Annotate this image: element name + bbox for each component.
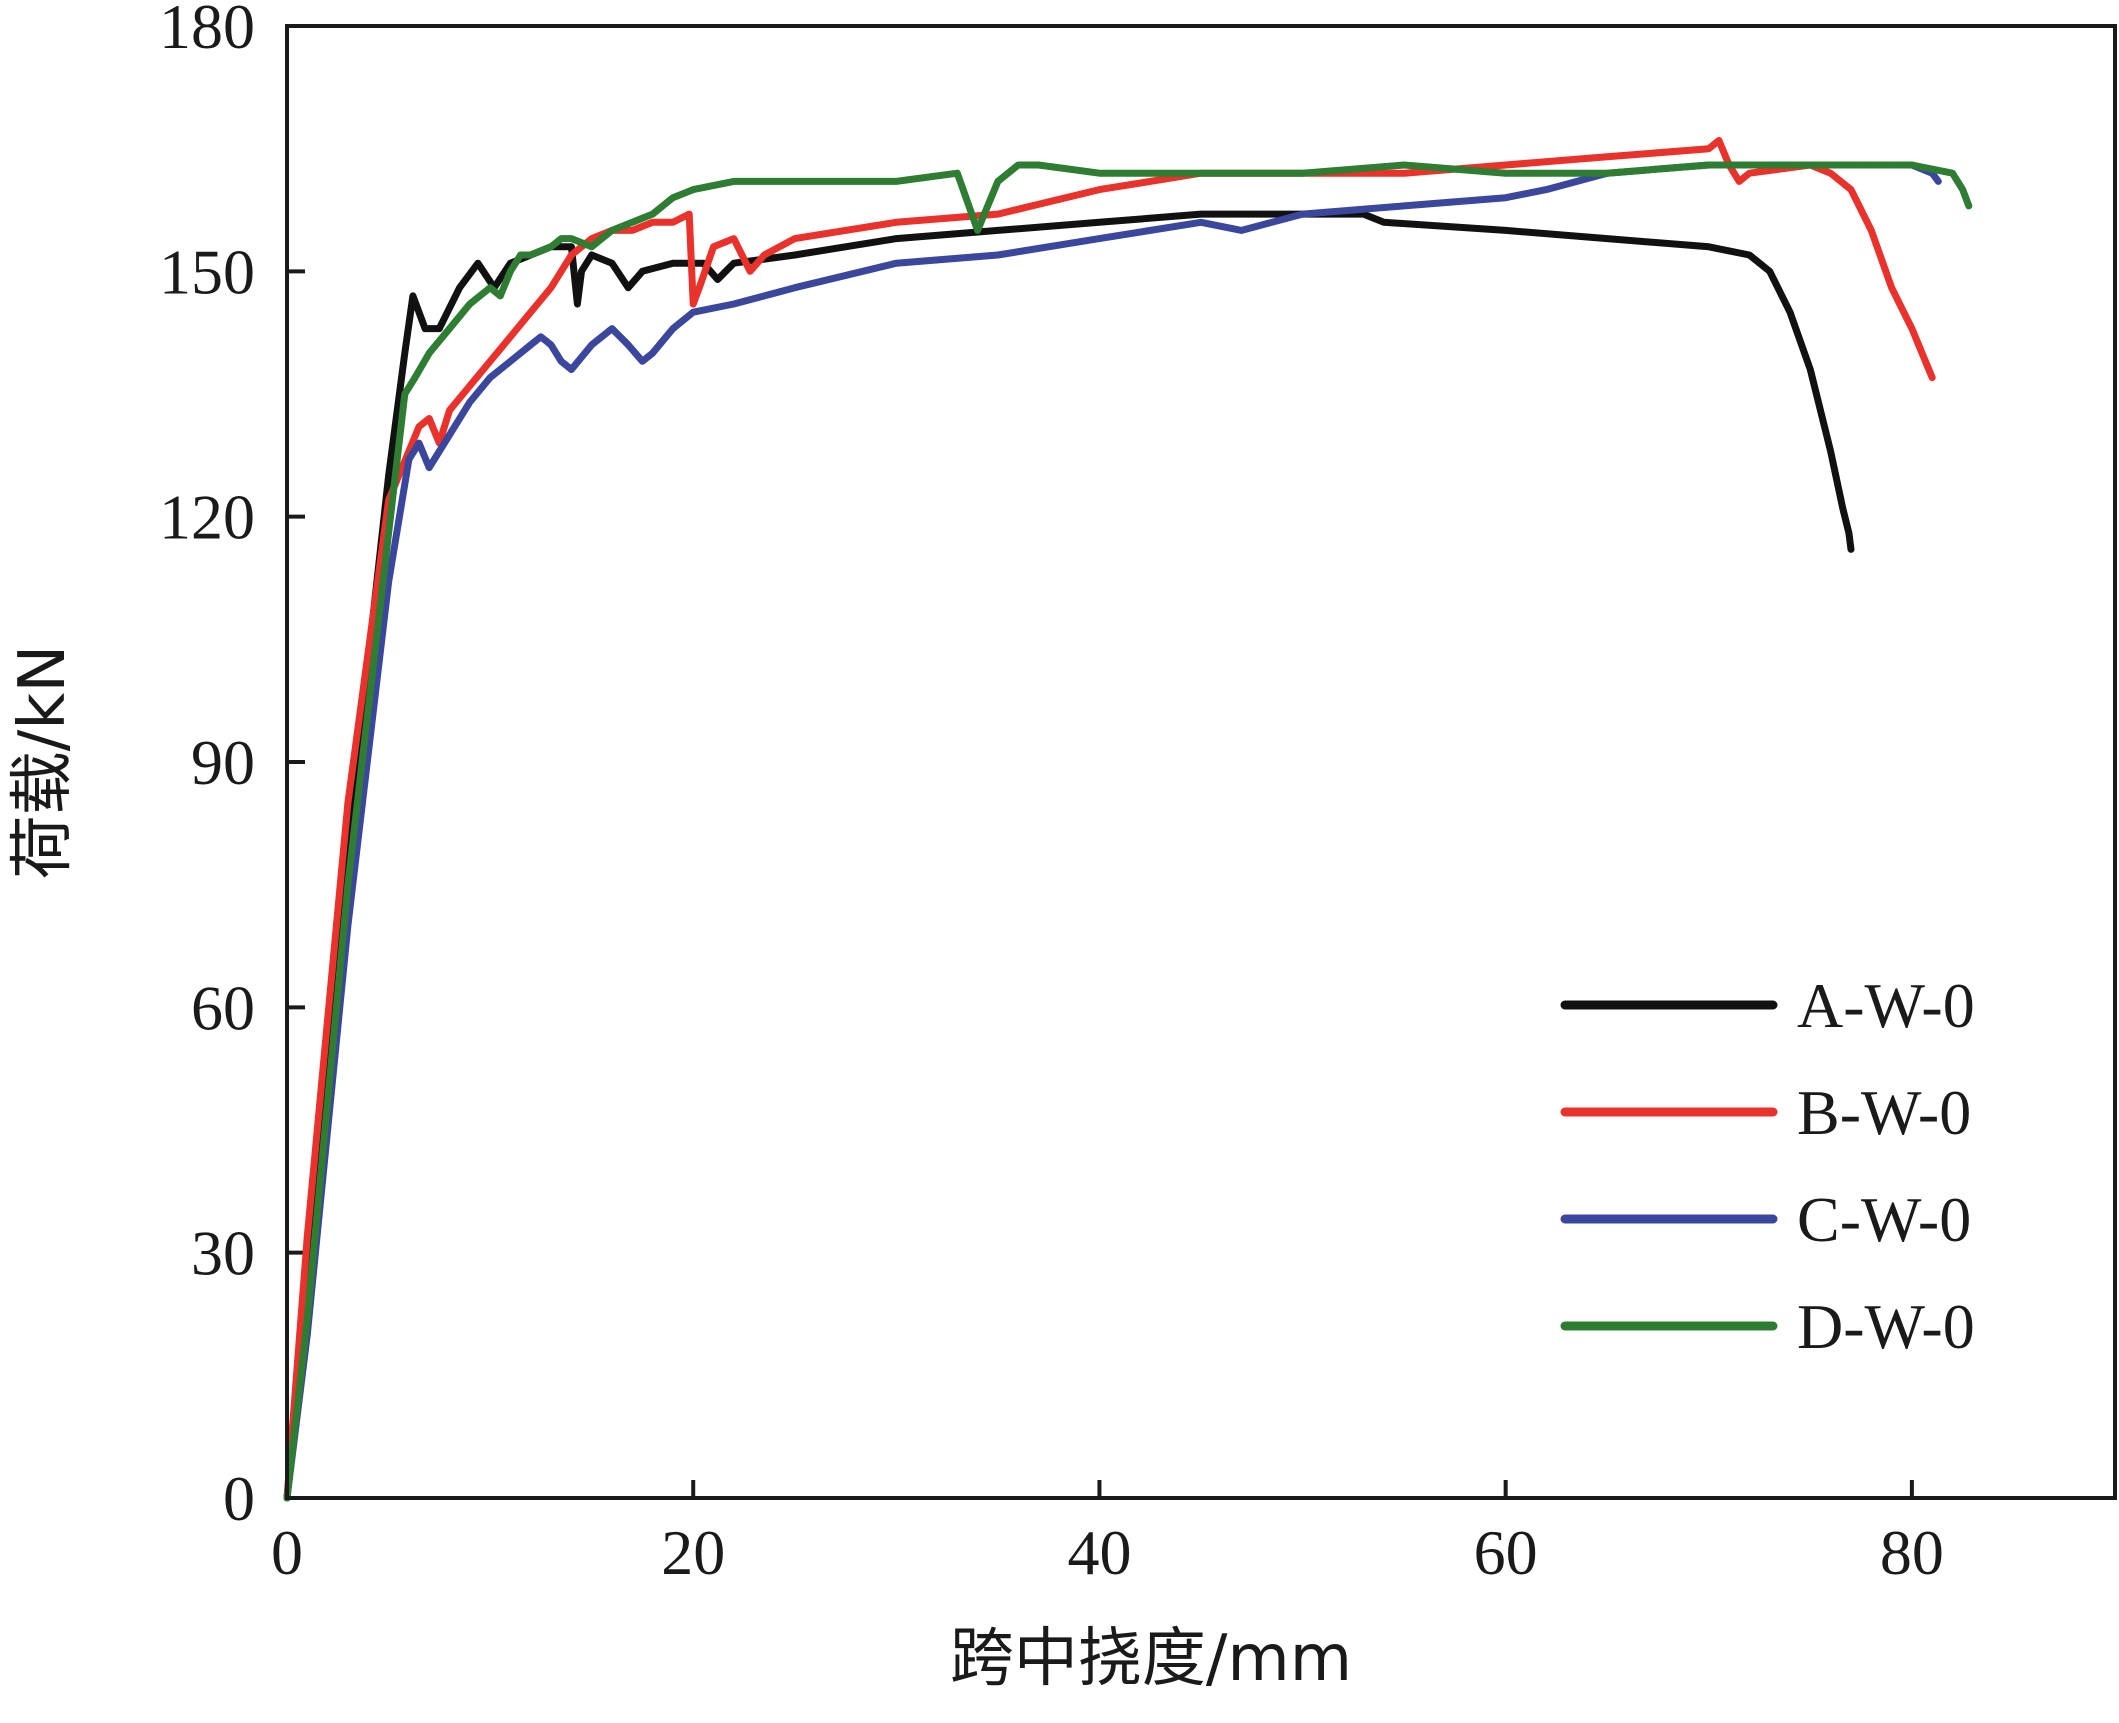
legend-label-a-w-0: A-W-0 bbox=[1797, 970, 1975, 1041]
x-tick-label: 40 bbox=[1067, 1517, 1131, 1588]
legend-label-b-w-0: B-W-0 bbox=[1797, 1077, 1971, 1148]
series-line-d-w-0 bbox=[283, 161, 1973, 1502]
series-line-b-w-0 bbox=[283, 137, 1936, 1502]
x-axis-title: 跨中挠度/mm bbox=[950, 1622, 1352, 1696]
axis-ticks: 0 20 40 60 80 0 30 60 90 120 150 180 bbox=[159, 0, 1944, 1588]
y-tick-label: 120 bbox=[159, 482, 255, 553]
legend: A-W-0 B-W-0 C-W-0 D-W-0 bbox=[1560, 970, 1975, 1362]
y-tick-label: 0 bbox=[223, 1463, 255, 1534]
x-tick-label: 80 bbox=[1880, 1517, 1944, 1588]
x-tick-label: 60 bbox=[1474, 1517, 1538, 1588]
y-tick-label: 30 bbox=[191, 1218, 255, 1289]
y-tick-label: 180 bbox=[159, 0, 255, 62]
legend-label-c-w-0: C-W-0 bbox=[1797, 1184, 1971, 1255]
y-tick-label: 60 bbox=[191, 972, 255, 1043]
series-line-c-w-0 bbox=[283, 161, 1942, 1502]
y-tick-label: 90 bbox=[191, 727, 255, 798]
series-lines bbox=[283, 137, 1973, 1502]
x-tick-label: 0 bbox=[271, 1517, 303, 1588]
y-axis-title: 荷载/kN bbox=[6, 645, 80, 880]
plot-frame bbox=[285, 24, 2117, 1500]
y-tick-label: 150 bbox=[159, 236, 255, 307]
x-tick-label: 20 bbox=[661, 1517, 725, 1588]
legend-label-d-w-0: D-W-0 bbox=[1797, 1291, 1975, 1362]
